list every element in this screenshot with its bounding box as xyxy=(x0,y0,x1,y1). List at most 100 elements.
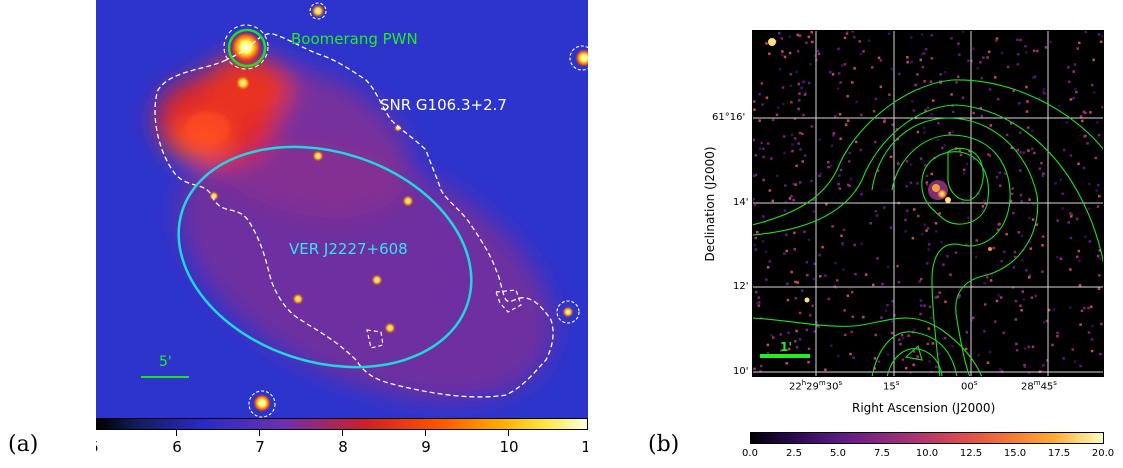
photon-speck xyxy=(1032,203,1036,206)
cb-b-tick: 5.0 xyxy=(830,448,846,459)
photon-speck xyxy=(1077,162,1080,165)
photon-speck xyxy=(841,243,845,247)
photon-speck xyxy=(967,216,970,219)
photon-speck xyxy=(965,162,969,166)
photon-speck xyxy=(1084,111,1087,115)
photon-speck xyxy=(1072,96,1075,100)
photon-speck xyxy=(1041,244,1044,247)
photon-speck xyxy=(810,179,813,183)
photon-speck xyxy=(834,115,837,118)
photon-speck xyxy=(924,48,928,51)
photon-speck xyxy=(998,171,1002,174)
cb-b-tick: 7.5 xyxy=(874,448,890,459)
photon-speck xyxy=(836,279,839,282)
photon-speck xyxy=(925,181,928,184)
photon-speck xyxy=(1019,38,1022,42)
photon-speck xyxy=(879,59,883,62)
photon-speck xyxy=(843,309,846,312)
photon-speck xyxy=(1075,217,1079,221)
photon-speck xyxy=(910,60,914,64)
photon-speck xyxy=(842,228,846,231)
photon-speck xyxy=(782,102,785,106)
photon-speck xyxy=(909,163,913,166)
photon-speck xyxy=(923,223,927,226)
photon-speck xyxy=(1090,305,1093,309)
photon-speck xyxy=(757,301,761,304)
ra-s: 30 xyxy=(825,381,839,393)
photon-speck xyxy=(782,135,786,138)
photon-speck xyxy=(913,208,916,211)
photon-speck xyxy=(793,117,797,120)
photon-speck xyxy=(968,149,971,153)
photon-speck xyxy=(874,140,877,144)
photon-speck xyxy=(1038,167,1042,170)
photon-speck xyxy=(972,316,975,320)
photon-speck xyxy=(898,72,901,76)
photon-speck xyxy=(807,81,811,85)
photon-speck xyxy=(989,279,993,282)
photon-speck xyxy=(982,56,985,59)
photon-speck xyxy=(754,236,757,240)
photon-speck xyxy=(859,148,862,152)
photon-speck xyxy=(897,280,901,284)
photon-speck xyxy=(1088,182,1091,186)
photon-speck xyxy=(906,60,909,64)
photon-speck xyxy=(883,118,887,121)
photon-speck xyxy=(1021,259,1024,262)
photon-speck xyxy=(916,130,920,134)
scale-label-a: 5' xyxy=(159,354,172,370)
point-sources xyxy=(209,4,588,412)
cb-b-tick: 15.0 xyxy=(1003,448,1027,459)
photon-speck xyxy=(798,311,802,315)
photon-speck xyxy=(995,299,999,303)
photon-speck xyxy=(999,184,1002,187)
photon-speck xyxy=(985,273,988,276)
photon-speck xyxy=(1070,213,1073,216)
photon-speck xyxy=(959,153,963,156)
photon-speck xyxy=(1101,105,1104,109)
photon-speck xyxy=(936,138,940,142)
photon-speck xyxy=(874,333,877,337)
photon-speck xyxy=(1069,306,1072,309)
photon-speck xyxy=(795,346,799,349)
photon-speck xyxy=(877,360,881,363)
photon-speck xyxy=(1014,299,1018,303)
photon-speck xyxy=(1025,110,1029,113)
photon-speck xyxy=(1073,360,1077,363)
cb-b-tick: 17.5 xyxy=(1047,448,1071,459)
photon-speck xyxy=(1012,211,1015,215)
photon-speck xyxy=(890,67,893,71)
photon-speck xyxy=(1067,66,1070,69)
photon-speck xyxy=(1020,234,1024,238)
cb-a-edge-left: 5 xyxy=(96,438,99,456)
photon-speck xyxy=(1067,221,1070,224)
photon-speck xyxy=(988,154,992,157)
photon-speck xyxy=(1069,98,1073,101)
photon-speck xyxy=(1097,133,1101,137)
photon-speck xyxy=(830,144,834,147)
photon-speck xyxy=(984,303,987,306)
photon-speck xyxy=(872,110,876,113)
photon-speck xyxy=(762,178,765,182)
photon-speck xyxy=(1059,257,1063,260)
photon-speck xyxy=(756,302,759,305)
photon-speck xyxy=(794,137,797,140)
photon-speck xyxy=(1054,182,1057,185)
photon-speck xyxy=(798,92,801,95)
photon-speck xyxy=(855,100,858,104)
photon-speck xyxy=(840,234,843,237)
photon-speck xyxy=(1098,194,1101,198)
photon-speck xyxy=(1091,83,1094,87)
photon-speck xyxy=(776,174,779,178)
photon-speck xyxy=(790,100,793,104)
photon-speck xyxy=(1011,187,1014,190)
cb-a-tick: 7 xyxy=(255,438,265,456)
photon-speck xyxy=(1016,63,1020,66)
photon-speck xyxy=(1042,320,1046,324)
photon-speck xyxy=(1012,266,1016,269)
photon-speck xyxy=(943,336,947,340)
colorbar-a-ticks xyxy=(96,430,588,438)
photon-speck xyxy=(923,164,927,167)
photon-speck xyxy=(873,357,877,360)
photon-speck xyxy=(768,189,772,192)
